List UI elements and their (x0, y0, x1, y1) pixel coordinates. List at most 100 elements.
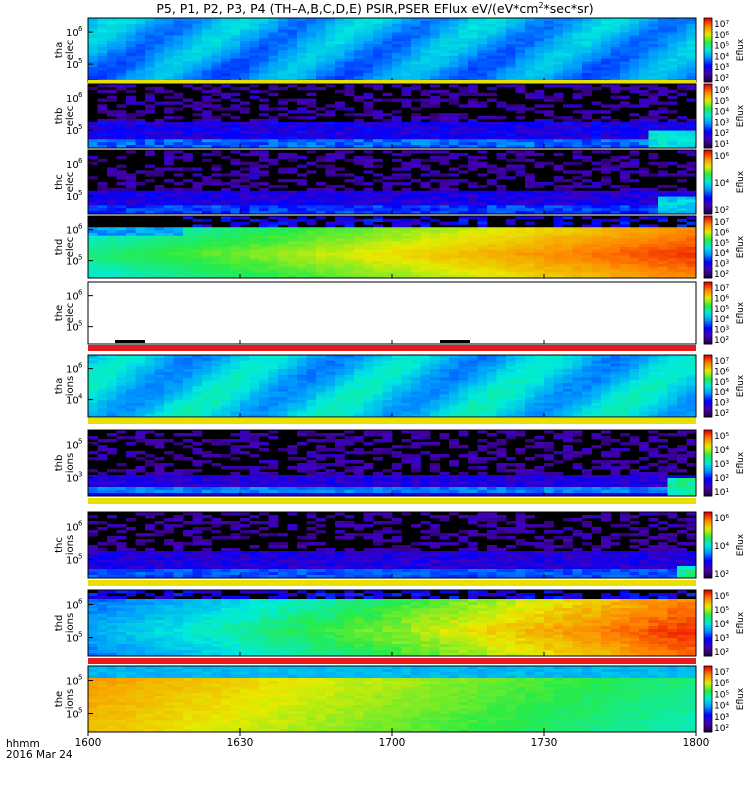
heatmap-cell (553, 44, 564, 48)
heatmap-cell (563, 47, 573, 51)
heatmap-cell (145, 67, 155, 71)
heatmap-cell (183, 272, 193, 276)
heatmap-cell (202, 269, 212, 273)
heatmap-cell (620, 218, 630, 223)
heatmap-cell (316, 155, 326, 160)
heatmap-cell (582, 130, 592, 134)
heatmap-cell (392, 252, 402, 256)
heatmap-cell (449, 261, 459, 265)
heatmap-cell (506, 58, 516, 63)
heatmap-cell (287, 230, 298, 234)
heatmap-cell (667, 227, 678, 231)
heatmap-cell (335, 221, 345, 225)
heatmap-cell (553, 261, 564, 265)
heatmap-cell (591, 167, 602, 171)
heatmap-cell (601, 176, 611, 180)
heatmap-cell (582, 224, 592, 228)
heatmap-cell (88, 205, 98, 209)
heatmap-cell (620, 179, 630, 183)
heatmap-cell (145, 249, 155, 254)
heatmap-cell (183, 241, 193, 245)
heatmap-cell (316, 67, 326, 71)
heatmap-cell (449, 241, 459, 245)
heatmap-cell (192, 118, 203, 123)
heatmap-cell (629, 124, 640, 129)
heatmap-cell (135, 380, 146, 384)
heatmap-cell (192, 73, 203, 77)
heatmap-cell (534, 52, 545, 57)
colorbar-segment (704, 138, 712, 141)
heatmap-cell (667, 95, 678, 99)
heatmap-cell (363, 55, 374, 60)
heatmap-cell (667, 58, 678, 63)
heatmap-cell (135, 23, 146, 28)
heatmap-cell (648, 44, 659, 48)
heatmap-cell (335, 76, 345, 80)
heatmap-cell (230, 55, 241, 60)
heatmap-cell (221, 76, 231, 80)
heatmap-cell (582, 170, 592, 174)
heatmap-cell (525, 258, 535, 262)
heatmap-cell (629, 187, 640, 192)
heatmap-cell (126, 67, 136, 71)
heatmap-cell (135, 130, 146, 134)
heatmap-cell (287, 26, 298, 31)
heatmap-cell (686, 255, 697, 259)
heatmap-cell (677, 150, 687, 154)
heatmap-cell (639, 18, 649, 22)
heatmap-cell (430, 196, 440, 200)
heatmap-cell (620, 230, 630, 234)
heatmap-cell (116, 255, 127, 259)
heatmap-cell (135, 266, 146, 270)
heatmap-cell (145, 61, 155, 65)
heatmap-cell (468, 47, 478, 51)
heatmap-cell (259, 182, 269, 186)
heatmap-cell (316, 142, 326, 146)
heatmap-cell (534, 196, 545, 200)
heatmap-cell (553, 272, 564, 276)
heatmap-cell (525, 124, 535, 129)
heatmap-cell (477, 241, 488, 245)
heatmap-cell (591, 255, 602, 259)
heatmap-cell (287, 244, 298, 248)
colorbar-segment (704, 282, 712, 285)
heatmap-cell (183, 187, 193, 192)
heatmap-cell (268, 272, 279, 276)
heatmap-cell (629, 73, 640, 77)
heatmap-cell (135, 127, 146, 131)
heatmap-cell (401, 41, 412, 45)
heatmap-cell (126, 124, 136, 129)
heatmap-cell (658, 164, 668, 168)
heatmap-cell (525, 67, 535, 71)
heatmap-cell (287, 133, 298, 137)
heatmap-cell (373, 258, 383, 262)
heatmap-cell (354, 73, 364, 77)
heatmap-cell (97, 357, 108, 362)
heatmap-cell (107, 136, 117, 140)
heatmap-cell (259, 227, 269, 231)
heatmap-cell (268, 124, 279, 129)
heatmap-cell (620, 76, 630, 80)
heatmap-cell (354, 58, 364, 63)
heatmap-cell (420, 238, 431, 242)
heatmap-cell (629, 145, 640, 149)
heatmap-cell (458, 221, 469, 225)
heatmap-cell (658, 20, 668, 25)
heatmap-cell (639, 238, 649, 242)
heatmap-cell (354, 50, 364, 54)
heatmap-cell (164, 139, 174, 143)
heatmap-cell (667, 252, 678, 256)
heatmap-cell (363, 20, 374, 25)
heatmap-cell (458, 241, 469, 245)
heatmap-cell (145, 397, 155, 401)
heatmap-cell (107, 244, 117, 248)
heatmap-cell (648, 142, 659, 146)
heatmap-cell (515, 164, 526, 168)
colorbar-segment (704, 114, 712, 117)
heatmap-cell (629, 247, 640, 251)
heatmap-cell (401, 38, 412, 42)
heatmap-cell (373, 202, 383, 206)
heatmap-cell (126, 202, 136, 206)
heatmap-cell (544, 196, 554, 200)
